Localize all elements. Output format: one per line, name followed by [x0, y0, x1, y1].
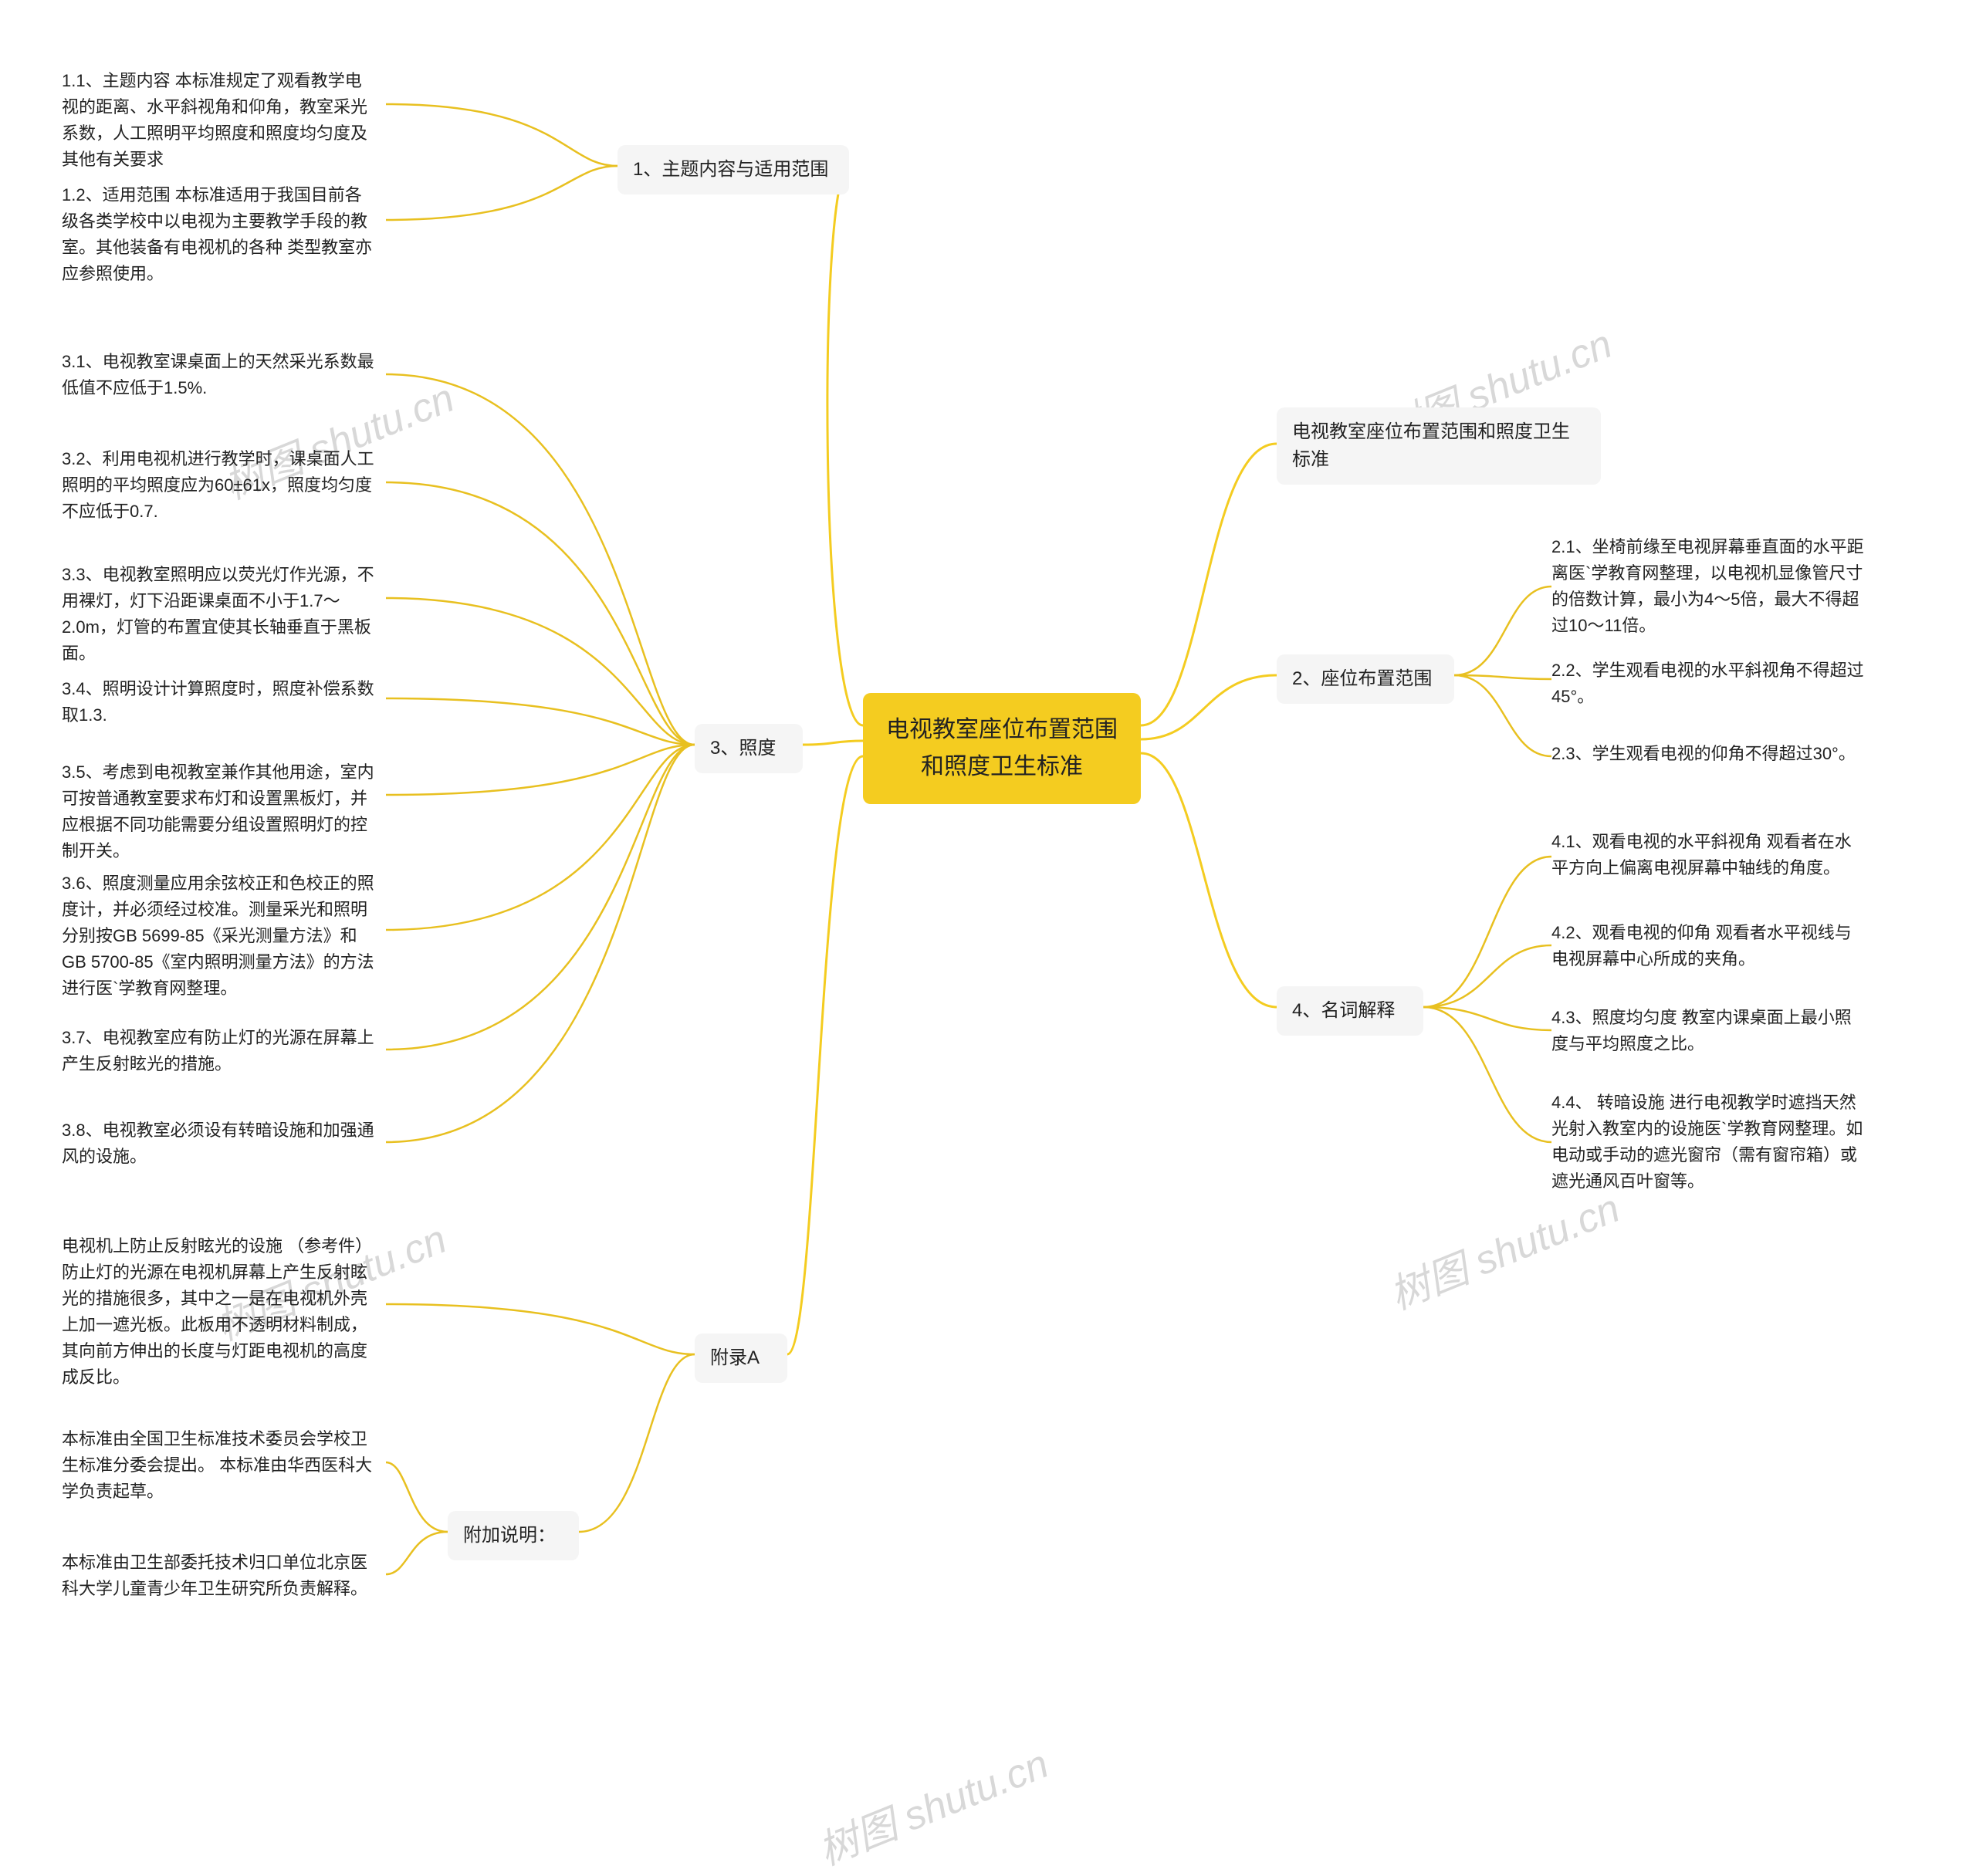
leaf-1-2: 1.2、适用范围 本标准适用于我国目前各级各类学校中以电视为主要教学手段的教室。… [62, 182, 378, 287]
leaf-s-2: 本标准由卫生部委托技术归口单位北京医科大学儿童青少年卫生研究所负责解释。 [62, 1550, 378, 1602]
branch-2: 2、座位布置范围 [1277, 654, 1454, 704]
branch-supplement: 附加说明： [448, 1511, 579, 1560]
leaf-4-3: 4.3、照度均匀度 教室内课桌面上最小照度与平均照度之比。 [1551, 1005, 1868, 1057]
branch-3: 3、照度 [695, 724, 803, 773]
leaf-3-4: 3.4、照明设计计算照度时，照度补偿系数取1.3. [62, 676, 378, 728]
leaf-2-2: 2.2、学生观看电视的水平斜视角不得超过45°。 [1551, 657, 1868, 710]
leaf-3-6: 3.6、照度测量应用余弦校正和色校正的照度计，并必须经过校准。测量采光和照明分别… [62, 870, 378, 1002]
leaf-3-3: 3.3、电视教室照明应以荧光灯作光源，不用裸灯，灯下沿距课桌面不小于1.7～2.… [62, 562, 378, 667]
watermark: 树图 shutu.cn [1379, 1176, 1626, 1321]
leaf-s-1: 本标准由全国卫生标准技术委员会学校卫生标准分委会提出。 本标准由华西医科大学负责… [62, 1426, 378, 1505]
leaf-2-3: 2.3、学生观看电视的仰角不得超过30°。 [1551, 741, 1856, 767]
leaf-3-1: 3.1、电视教室课桌面上的天然采光系数最低值不应低于1.5%. [62, 349, 378, 401]
mindmap-root: 电视教室座位布置范围和照度卫生标准 [863, 693, 1141, 804]
header-node: 电视教室座位布置范围和照度卫生标准 [1277, 407, 1601, 485]
branch-4: 4、名词解释 [1277, 986, 1423, 1036]
leaf-4-2: 4.2、观看电视的仰角 观看者水平视线与电视屏幕中心所成的夹角。 [1551, 920, 1868, 972]
leaf-3-8: 3.8、电视教室必须设有转暗设施和加强通风的设施。 [62, 1117, 378, 1170]
branch-appendix: 附录A [695, 1333, 787, 1383]
leaf-a-1: 电视机上防止反射眩光的设施 （参考件） 防止灯的光源在电视机屏幕上产生反射眩光的… [62, 1233, 378, 1391]
leaf-3-5: 3.5、考虑到电视教室兼作其他用途，室内可按普通教室要求布灯和设置黑板灯，并应根… [62, 759, 378, 864]
leaf-2-1: 2.1、坐椅前缘至电视屏幕垂直面的水平距离医`学教育网整理，以电视机显像管尺寸的… [1551, 534, 1868, 639]
leaf-1-1: 1.1、主题内容 本标准规定了观看教学电视的距离、水平斜视角和仰角，教室采光系数… [62, 68, 378, 173]
leaf-4-4: 4.4、 转暗设施 进行电视教学时遮挡天然光射入教室内的设施医`学教育网整理。如… [1551, 1090, 1868, 1195]
leaf-4-1: 4.1、观看电视的水平斜视角 观看者在水平方向上偏离电视屏幕中轴线的角度。 [1551, 829, 1868, 881]
branch-1: 1、主题内容与适用范围 [618, 145, 849, 194]
leaf-3-7: 3.7、电视教室应有防止灯的光源在屏幕上产生反射眩光的措施。 [62, 1025, 378, 1077]
leaf-3-2: 3.2、利用电视机进行教学时，课桌面人工照明的平均照度应为60±61x，照度均匀… [62, 446, 378, 525]
watermark: 树图 shutu.cn [808, 1732, 1055, 1876]
